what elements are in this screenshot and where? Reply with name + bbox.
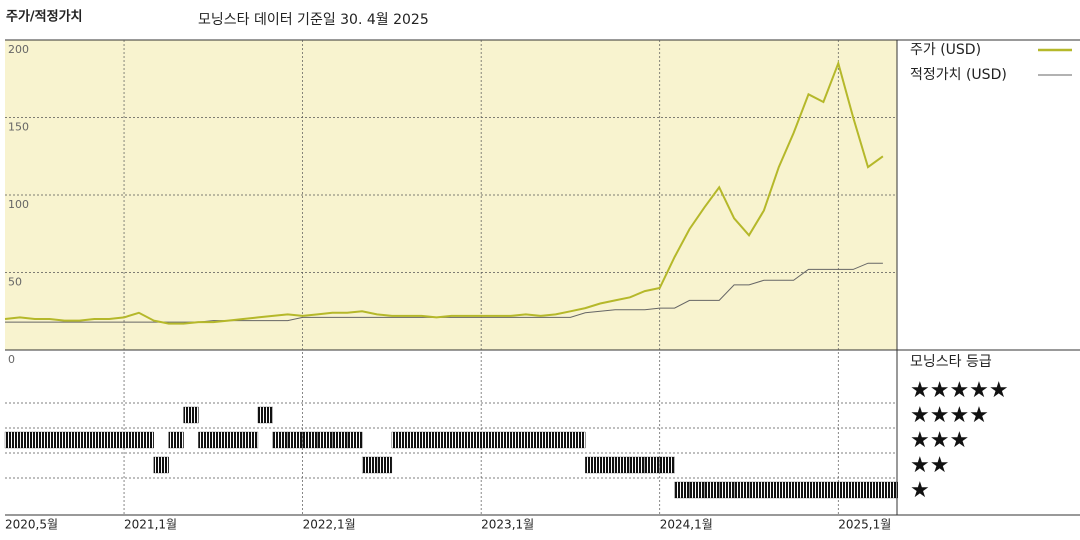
rating-bar [570,431,586,449]
rating-bar [629,456,645,474]
rating-bar [242,431,259,449]
chart-subtitle: 모닝스타 데이터 기준일 30. 4월 2025 [198,12,429,28]
rating-bar [555,431,571,449]
frame [5,39,1080,516]
rating-bar [719,481,735,499]
rating-bar [540,431,556,449]
rating-bar [64,431,80,449]
rating-bar [778,481,794,499]
rating-bar [317,431,333,449]
rating-bar [882,481,898,499]
rating-bar [79,431,95,449]
legend-label: 주가 (USD) [910,42,981,58]
rating-bar [495,431,512,449]
rating-bar [808,481,824,499]
rating-bar [466,431,482,449]
rating-bar [213,431,229,449]
rating-label: ★ [910,478,930,503]
rating-bar [49,431,65,449]
rating-bar [585,456,601,474]
rating-bar [853,481,869,499]
rating-bar [481,431,497,449]
rating-bar [168,431,184,449]
x-tick-label: 2022,1월 [303,518,356,532]
x-tick-label: 2021,1월 [124,518,177,532]
rating-bar [674,481,690,499]
rating-bar [4,431,21,449]
rating-bar [793,481,809,499]
rating-bar [436,431,452,449]
rating-bar [109,431,125,449]
rating-bar [391,431,407,449]
rating-label: ★★★★★ [910,378,1009,403]
y-tick-label: 150 [8,121,29,134]
rating-bar [123,431,140,449]
rating-bar [138,431,154,449]
chart-title: 주가/적정가치 [6,9,83,25]
rating-bar [867,481,884,499]
rating-bar [257,406,273,424]
rating-bar [183,406,199,424]
rating-bar [510,431,526,449]
y-tick-label: 0 [8,353,15,366]
rating-bar [689,481,705,499]
rating-bar [659,456,675,474]
rating-bar [34,431,50,449]
rating-bar [376,456,393,474]
y-tick-label: 100 [8,198,29,211]
rating-bar [332,431,348,449]
rating-bar [421,431,437,449]
rating-bar [644,456,660,474]
x-tick-label: 2020,5월 [5,518,58,532]
rating-title: 모닝스타 등급 [910,354,992,370]
legend-label: 적정가치 (USD) [910,67,1007,83]
x-tick-label: 2023,1월 [481,518,534,532]
rating-bar [361,456,378,474]
rating-bar [733,481,750,499]
rating-label: ★★★ [910,428,969,453]
y-tick-label: 50 [8,276,22,289]
rating-bar [600,456,616,474]
price-line [4,60,884,325]
rating-bar [94,431,110,449]
x-tick-label: 2024,1월 [660,518,713,532]
rating-bar [406,431,422,449]
rating-row-lines [5,402,897,479]
rating-bar [748,481,765,499]
rating-bar [287,431,303,449]
rating-bar [823,481,839,499]
rating-label: ★★★★ [910,403,989,428]
rating-bar [302,431,318,449]
rating-bar [19,431,35,449]
rating-bar [451,431,467,449]
rating-bar [272,431,288,449]
rating-bar [525,431,541,449]
rating-bar [153,456,169,474]
rating-bar [838,481,854,499]
rating-bar [228,431,244,449]
rating-bar [198,431,214,449]
x-tick-label: 2025,1월 [838,518,891,532]
y-tick-label: 200 [8,43,29,56]
rating-label: ★★ [910,453,949,478]
rating-bar [763,481,779,499]
rating-bar [614,456,631,474]
rating-bar [347,431,363,449]
rating-bar [704,481,720,499]
